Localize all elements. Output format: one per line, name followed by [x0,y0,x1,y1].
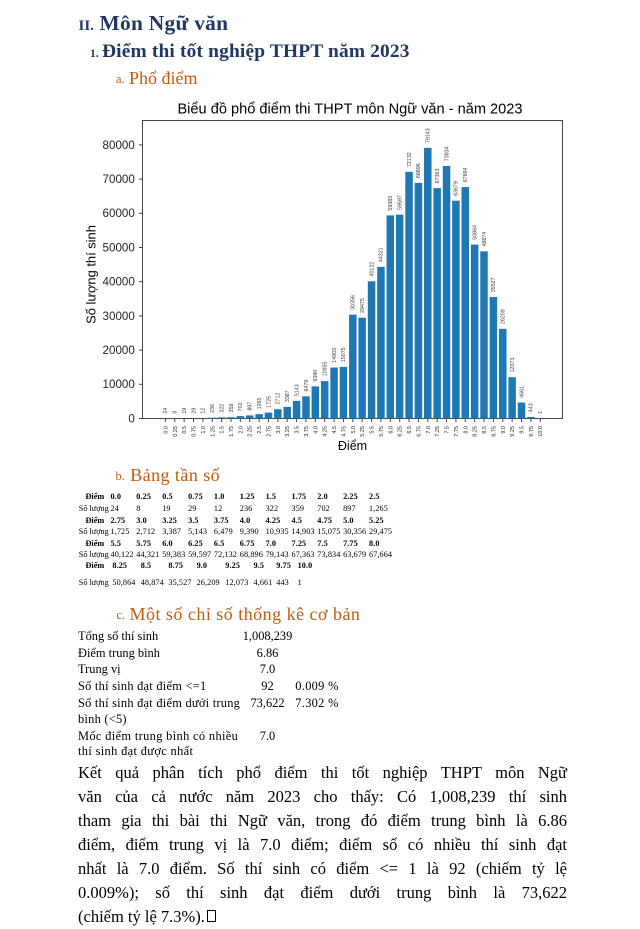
svg-text:3.75: 3.75 [304,426,310,437]
svg-text:35527: 35527 [491,277,497,292]
svg-text:1.5: 1.5 [220,426,226,434]
svg-text:50000: 50000 [103,241,135,254]
svg-text:7.0: 7.0 [426,426,432,434]
svg-text:10.0: 10.0 [538,426,544,437]
svg-text:236: 236 [210,404,216,413]
svg-text:0.25: 0.25 [173,426,179,437]
svg-text:9390: 9390 [313,370,319,382]
svg-text:0.5: 0.5 [182,426,188,434]
svg-text:73834: 73834 [444,146,450,161]
svg-text:6.0: 6.0 [388,426,394,434]
svg-text:2.25: 2.25 [248,426,254,437]
svg-text:40000: 40000 [103,276,135,289]
svg-text:322: 322 [219,404,225,413]
svg-text:12: 12 [201,408,207,414]
svg-text:2712: 2712 [276,393,282,405]
svg-text:30356: 30356 [351,295,357,310]
svg-text:70000: 70000 [103,173,135,186]
svg-text:0: 0 [128,412,134,425]
svg-text:5.75: 5.75 [379,426,385,437]
svg-text:79143: 79143 [426,128,432,143]
svg-text:8.0: 8.0 [463,426,469,434]
svg-text:3387: 3387 [285,390,291,402]
svg-text:67664: 67664 [463,168,469,183]
svg-text:359: 359 [229,404,235,413]
svg-text:44321: 44321 [379,247,385,262]
svg-text:3.0: 3.0 [276,426,282,434]
svg-text:Biểu đồ phổ điểm thi THPT môn: Biểu đồ phổ điểm thi THPT môn Ngữ văn - … [177,102,522,118]
svg-text:3.25: 3.25 [285,426,291,437]
svg-text:67363: 67363 [435,169,441,184]
svg-text:5143: 5143 [294,384,300,396]
svg-text:2.0: 2.0 [238,426,244,434]
svg-text:1.75: 1.75 [229,426,235,437]
svg-text:897: 897 [248,402,254,411]
svg-text:12073: 12073 [510,358,516,373]
svg-text:1.25: 1.25 [210,426,216,437]
svg-text:59597: 59597 [397,195,403,210]
svg-text:72132: 72132 [407,152,413,167]
svg-text:0.75: 0.75 [192,426,198,437]
svg-text:4.75: 4.75 [341,426,347,437]
svg-text:68896: 68896 [416,163,422,178]
svg-text:15075: 15075 [341,347,347,362]
svg-text:8.5: 8.5 [482,426,488,434]
svg-text:443: 443 [529,403,535,412]
svg-text:29: 29 [191,408,197,414]
svg-text:19: 19 [182,408,188,414]
svg-text:7.75: 7.75 [454,426,460,437]
svg-text:10000: 10000 [103,378,135,391]
svg-text:29475: 29475 [360,298,366,313]
svg-text:2.5: 2.5 [257,426,263,434]
svg-text:7.5: 7.5 [445,426,451,434]
svg-text:59383: 59383 [388,196,394,211]
svg-text:5.0: 5.0 [351,426,357,434]
svg-text:60000: 60000 [103,207,135,220]
svg-text:6479: 6479 [304,380,310,392]
svg-text:14903: 14903 [332,348,338,363]
svg-text:6.75: 6.75 [416,426,422,437]
svg-text:Số lượng thí sinh: Số lượng thí sinh [84,225,99,324]
svg-text:26209: 26209 [501,309,507,324]
svg-text:2.75: 2.75 [266,426,272,437]
svg-text:9.5: 9.5 [520,426,526,434]
svg-text:10935: 10935 [323,362,329,377]
svg-text:702: 702 [238,402,244,411]
svg-text:Điểm: Điểm [338,439,367,453]
svg-text:6.5: 6.5 [407,426,413,434]
svg-text:5.5: 5.5 [370,426,376,434]
svg-text:3.5: 3.5 [295,426,301,434]
svg-text:7.25: 7.25 [435,426,441,437]
svg-text:80000: 80000 [103,139,135,152]
svg-text:9.25: 9.25 [510,426,516,437]
svg-text:24: 24 [163,408,169,414]
svg-text:9.75: 9.75 [529,426,535,437]
svg-text:1.0: 1.0 [201,426,207,434]
svg-text:48874: 48874 [482,232,488,247]
svg-text:1725: 1725 [266,396,272,408]
svg-text:4.25: 4.25 [323,426,329,437]
svg-text:4.5: 4.5 [332,426,338,434]
svg-text:30000: 30000 [103,310,135,323]
svg-text:1265: 1265 [257,398,263,410]
svg-text:40122: 40122 [369,262,375,277]
svg-text:5.25: 5.25 [360,426,366,437]
svg-text:4661: 4661 [519,386,525,398]
svg-text:20000: 20000 [103,344,135,357]
svg-text:4.0: 4.0 [313,426,319,434]
svg-text:8.25: 8.25 [473,426,479,437]
svg-text:9.0: 9.0 [501,426,507,434]
svg-text:0.0: 0.0 [163,426,169,434]
svg-text:63679: 63679 [454,181,460,196]
svg-text:6.25: 6.25 [398,426,404,437]
svg-text:1: 1 [538,411,544,414]
svg-text:50864: 50864 [472,225,478,240]
svg-text:8: 8 [173,411,179,414]
svg-text:8.75: 8.75 [491,426,497,437]
